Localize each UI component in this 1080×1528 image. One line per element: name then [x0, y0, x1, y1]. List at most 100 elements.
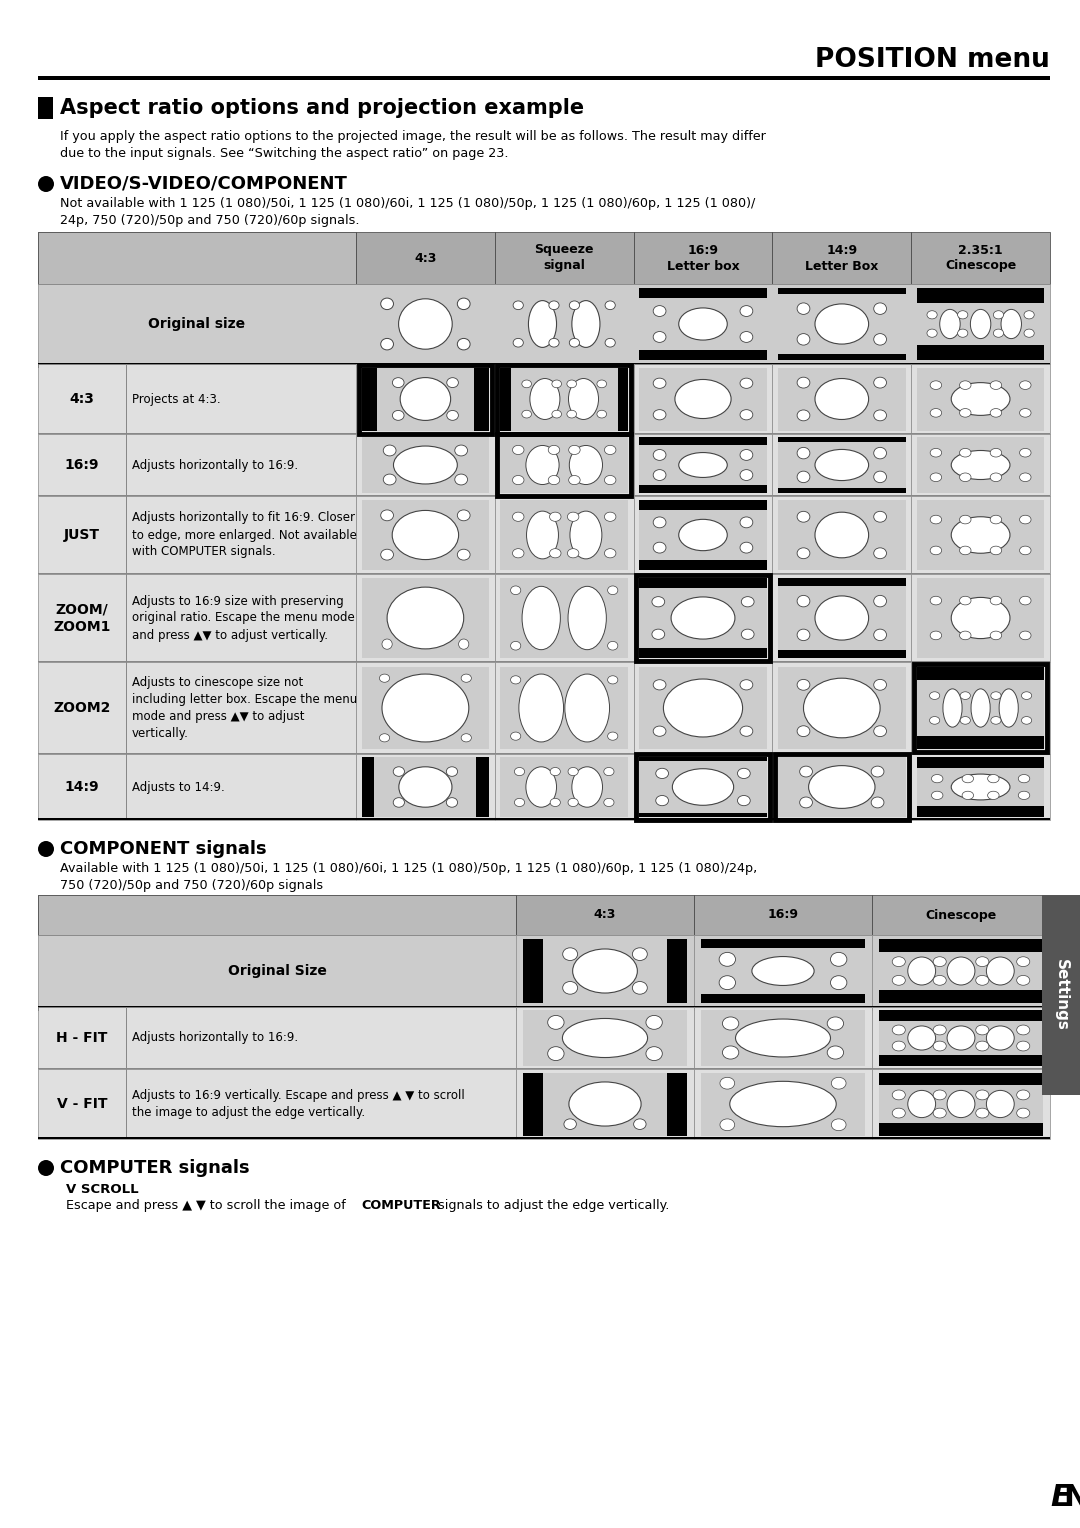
Ellipse shape	[947, 1091, 975, 1117]
Bar	[495, 753, 634, 821]
Ellipse shape	[459, 639, 469, 649]
Bar	[912, 434, 1050, 497]
Ellipse shape	[797, 471, 810, 483]
Ellipse shape	[908, 1025, 935, 1050]
Ellipse shape	[457, 549, 470, 561]
Ellipse shape	[960, 717, 971, 724]
Bar	[500, 368, 629, 431]
Ellipse shape	[381, 338, 393, 350]
Ellipse shape	[393, 767, 404, 776]
Bar	[495, 364, 634, 434]
Ellipse shape	[874, 596, 887, 607]
Ellipse shape	[527, 512, 558, 559]
Bar	[356, 753, 495, 821]
Bar	[701, 1010, 865, 1067]
Bar	[701, 1073, 865, 1135]
Text: 4:3: 4:3	[415, 252, 436, 264]
Bar	[500, 758, 629, 816]
Text: V - FIT: V - FIT	[57, 1097, 107, 1111]
Ellipse shape	[797, 549, 810, 559]
Text: COMPUTER: COMPUTER	[361, 1199, 441, 1212]
Ellipse shape	[608, 585, 618, 594]
Ellipse shape	[461, 733, 471, 743]
Bar	[618, 368, 629, 431]
Ellipse shape	[874, 333, 887, 345]
Text: Original size: Original size	[148, 316, 245, 332]
Ellipse shape	[522, 410, 531, 419]
Ellipse shape	[933, 975, 946, 986]
Bar	[500, 437, 629, 494]
Ellipse shape	[381, 549, 393, 561]
Bar	[879, 1054, 1043, 1067]
Bar	[362, 500, 489, 570]
Ellipse shape	[1020, 448, 1031, 457]
Ellipse shape	[990, 692, 1001, 700]
Bar	[772, 575, 912, 662]
Ellipse shape	[931, 792, 943, 799]
Ellipse shape	[933, 1089, 946, 1100]
Ellipse shape	[393, 798, 404, 807]
Text: Not available with 1 125 (1 080)/50i, 1 125 (1 080)/60i, 1 125 (1 080)/50p, 1 12: Not available with 1 125 (1 080)/50i, 1 …	[60, 197, 755, 228]
Ellipse shape	[927, 329, 937, 338]
Bar	[523, 1010, 687, 1067]
Ellipse shape	[930, 474, 942, 481]
Bar	[694, 935, 872, 1007]
Ellipse shape	[549, 301, 559, 310]
Ellipse shape	[740, 449, 753, 460]
Bar	[495, 497, 634, 575]
Ellipse shape	[872, 766, 883, 776]
Ellipse shape	[797, 512, 810, 523]
Bar	[772, 434, 912, 497]
Ellipse shape	[815, 596, 868, 640]
Ellipse shape	[959, 545, 971, 555]
Ellipse shape	[930, 692, 940, 700]
Bar	[879, 990, 1043, 1004]
Bar	[775, 755, 908, 819]
Ellipse shape	[392, 411, 404, 420]
Ellipse shape	[513, 301, 524, 310]
Bar	[778, 579, 906, 585]
Ellipse shape	[874, 549, 887, 559]
Bar	[872, 935, 1050, 1007]
Bar	[639, 350, 767, 361]
Bar	[778, 579, 906, 657]
Ellipse shape	[827, 1018, 843, 1030]
Bar	[38, 935, 1050, 1007]
Ellipse shape	[797, 630, 810, 640]
Ellipse shape	[930, 408, 942, 417]
Ellipse shape	[752, 957, 814, 986]
Ellipse shape	[960, 692, 971, 700]
Bar	[639, 437, 767, 445]
Bar	[636, 755, 770, 819]
Ellipse shape	[990, 631, 1001, 640]
Ellipse shape	[951, 516, 1010, 553]
Bar	[523, 938, 543, 1004]
Text: Settings: Settings	[1053, 960, 1068, 1031]
Bar	[636, 576, 770, 660]
Bar	[38, 753, 356, 821]
Ellipse shape	[1016, 1025, 1029, 1034]
Bar	[38, 364, 1050, 368]
Bar	[917, 666, 1044, 749]
Ellipse shape	[987, 775, 999, 782]
Ellipse shape	[550, 549, 561, 558]
Ellipse shape	[549, 475, 559, 484]
Bar	[914, 663, 1048, 752]
Bar	[917, 287, 1044, 361]
Ellipse shape	[604, 798, 615, 807]
Bar	[778, 437, 906, 494]
Ellipse shape	[656, 796, 669, 805]
Ellipse shape	[656, 769, 669, 779]
Bar	[634, 575, 772, 662]
Text: Adjusts horizontally to 16:9.: Adjusts horizontally to 16:9.	[132, 458, 298, 472]
Ellipse shape	[646, 1016, 662, 1030]
Bar	[917, 437, 1044, 494]
Ellipse shape	[990, 474, 1001, 481]
Ellipse shape	[930, 717, 940, 724]
Text: V SCROLL: V SCROLL	[66, 1183, 138, 1196]
Bar	[879, 1073, 1043, 1135]
Bar	[495, 434, 634, 497]
Bar	[701, 938, 865, 947]
Text: 14:9: 14:9	[65, 779, 99, 795]
Ellipse shape	[608, 642, 618, 649]
